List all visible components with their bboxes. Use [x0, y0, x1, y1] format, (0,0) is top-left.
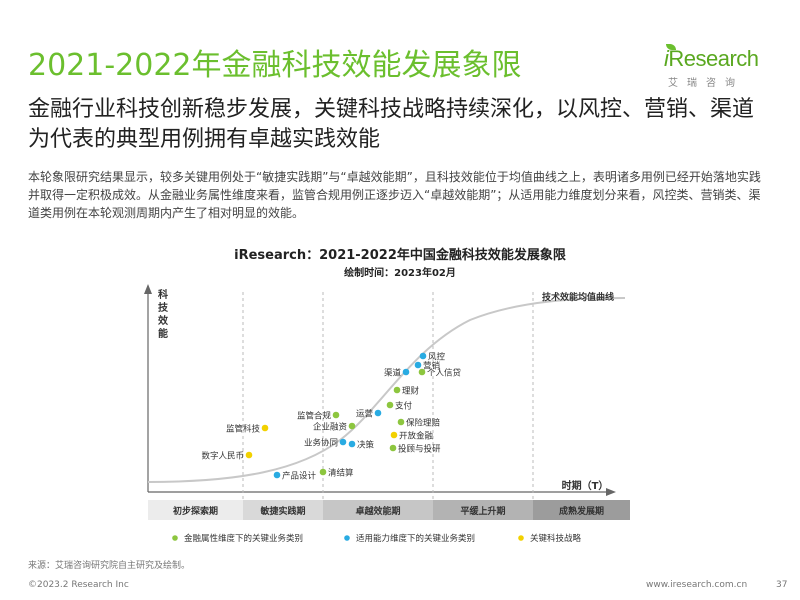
- phase-label: 平缓上升期: [460, 505, 505, 517]
- data-point: [393, 386, 401, 394]
- data-point-label: 保险理赔: [406, 418, 441, 429]
- data-point-label: 理财: [402, 386, 420, 397]
- data-point-label: 营销: [423, 361, 441, 372]
- y-axis-label-char: 效: [158, 314, 169, 327]
- data-point-label: 监管科技: [226, 424, 261, 435]
- data-point: [419, 352, 427, 360]
- data-point: [397, 418, 405, 426]
- legend-marker: [344, 535, 350, 541]
- slide-subtitle: 金融行业科技创新稳步发展，关键科技战略持续深化，以风控、营销、渠道为代表的典型用…: [28, 97, 755, 152]
- mean-curve-label: 技术效能均值曲线: [542, 291, 614, 303]
- iresearch-logo: iResearch 艾瑞咨询: [664, 44, 764, 92]
- data-point-label: 投顾与投研: [398, 444, 441, 455]
- data-point-label: 企业融资: [313, 422, 348, 433]
- slide-title: 2021-2022年金融科技效能发展象限: [28, 48, 522, 83]
- phase-band: [323, 500, 433, 520]
- data-point-label: 开放金融: [399, 431, 434, 442]
- phase-label: 初步探索期: [173, 505, 218, 517]
- data-point: [386, 401, 394, 409]
- phase-label: 卓越效能期: [355, 505, 400, 517]
- data-point-label: 运营: [356, 409, 373, 420]
- phase-band: [533, 500, 630, 520]
- data-point-label: 数字人民币: [201, 451, 244, 462]
- data-point-label: 风控: [428, 352, 446, 363]
- logo-brand-i: i: [664, 46, 669, 71]
- data-point: [389, 444, 397, 452]
- phase-band: [148, 500, 243, 520]
- mean-curve: [147, 297, 626, 483]
- footer-copyright: ©2023.2 Research Inc: [28, 580, 129, 590]
- y-axis-label-char: 能: [158, 327, 168, 340]
- data-point: [273, 471, 281, 479]
- data-point: [418, 368, 426, 376]
- x-axis-arrow-icon: [606, 488, 616, 496]
- legend-label: 适用能力维度下的关键业务类别: [356, 533, 475, 544]
- legend-marker: [518, 535, 524, 541]
- data-point: [332, 411, 340, 419]
- phase-band: [433, 500, 533, 520]
- data-point: [245, 451, 253, 459]
- logo-subtitle: 艾瑞咨询: [668, 78, 744, 89]
- legend-label: 金融属性维度下的关键业务类别: [184, 533, 303, 544]
- y-axis-arrow-icon: [144, 284, 152, 294]
- data-point: [261, 424, 269, 432]
- phase-label: 成熟发展期: [559, 505, 604, 517]
- logo-brand-text: Research: [668, 46, 759, 71]
- data-point-label: 产品设计: [282, 471, 317, 482]
- source-note: 来源：艾瑞咨询研究院自主研究及绘制。: [28, 561, 191, 571]
- phase-label: 敏捷实践期: [259, 505, 305, 517]
- footer-website: www.iresearch.com.cn: [646, 580, 748, 590]
- data-point-label: 个人信贷: [427, 368, 462, 379]
- body-paragraph: 本轮象限研究结果显示，较多关键用例处于“敏捷实践期”与“卓越效能期”，且科技效能…: [28, 170, 761, 220]
- data-point-label: 清结算: [328, 468, 354, 479]
- x-axis-label: 时期（T）: [562, 479, 609, 492]
- y-axis-label-char: 技: [158, 301, 169, 314]
- data-point-label: 渠道: [384, 368, 402, 379]
- data-point: [374, 409, 382, 417]
- legend-marker: [172, 535, 178, 541]
- data-point: [339, 438, 347, 446]
- data-point: [402, 368, 410, 376]
- page-number: 37: [776, 580, 788, 590]
- data-point-label: 业务协同: [304, 438, 338, 449]
- chart-date: 绘制时间：2023年02月: [344, 268, 456, 279]
- phase-band: [243, 500, 323, 520]
- logo-brand: iResearch: [664, 46, 759, 72]
- data-point-label: 支付: [395, 401, 413, 412]
- logo-leaf-icon: [666, 44, 676, 50]
- chart-title: iResearch：2021-2022年中国金融科技效能发展象限: [234, 248, 566, 263]
- data-point-label: 决策: [357, 440, 375, 451]
- data-point: [348, 440, 356, 448]
- data-point: [348, 422, 356, 430]
- data-point-label: 监管合规: [297, 411, 332, 422]
- data-point: [319, 468, 327, 476]
- data-point: [390, 431, 398, 439]
- y-axis-label-char: 科: [158, 288, 168, 301]
- data-point: [414, 361, 422, 369]
- legend-label: 关键科技战略: [530, 533, 582, 544]
